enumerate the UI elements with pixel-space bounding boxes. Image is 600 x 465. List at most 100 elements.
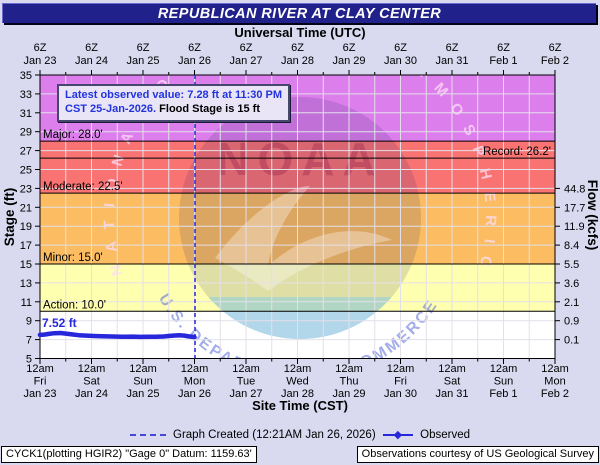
- observations-credit-footer: Observations courtesy of US Geological S…: [356, 446, 599, 463]
- stage-tick-label: 5: [26, 354, 32, 366]
- stage-tick-label: 19: [20, 221, 32, 233]
- threshold-label: Major: 28.0': [43, 129, 103, 141]
- top-hour-label: 6Z: [188, 42, 201, 54]
- stage-tick-label: 33: [20, 89, 32, 101]
- top-hour-label: 6Z: [343, 42, 356, 54]
- site-time-axis-title: Site Time (CST): [252, 398, 348, 413]
- bottom-hour-label: 12am: [78, 363, 106, 375]
- bottom-day-label: Mon: [544, 376, 565, 388]
- top-date-label: Jan 24: [75, 55, 108, 67]
- top-hour-label: 6Z: [549, 42, 562, 54]
- stage-tick-label: 25: [20, 165, 32, 177]
- bottom-day-label: Wed: [286, 376, 308, 388]
- top-date-label: Jan 30: [384, 55, 417, 67]
- threshold-label: Action: 10.0': [43, 299, 106, 311]
- observed-marker-sample: ◆: [382, 430, 414, 441]
- top-hour-label: 6Z: [497, 42, 510, 54]
- top-date-label: Jan 23: [23, 55, 56, 67]
- stage-tick-label: 13: [20, 278, 32, 290]
- stage-tick-label: 9: [26, 316, 32, 328]
- graph-created-line-sample: [130, 434, 166, 436]
- top-date-label: Feb 1: [489, 55, 517, 67]
- station-title-bar: REPUBLICAN RIVER AT CLAY CENTER: [2, 3, 596, 23]
- flow-tick-label: 2.1: [564, 297, 579, 309]
- bottom-day-label: Sat: [83, 376, 100, 388]
- bottom-hour-label: 12am: [129, 363, 157, 375]
- bottom-day-label: Sun: [133, 376, 153, 388]
- observed-line: [37, 330, 197, 340]
- bottom-date-label: Jan 30: [384, 388, 417, 400]
- top-date-label: Jan 26: [178, 55, 211, 67]
- flow-tick-label: 8.4: [564, 240, 579, 252]
- flow-axis-title: Flow (kcfs): [585, 180, 600, 251]
- top-date-label: Feb 2: [541, 55, 569, 67]
- stage-tick-label: 21: [20, 202, 32, 214]
- flow-tick-label: 11.9: [564, 221, 585, 233]
- flood-threshold-labels: Major: 28.0' Record: 26.2' Moderate: 22.5'…: [43, 129, 551, 311]
- axis-ticks: [35, 70, 560, 364]
- stage-tick-label: 7: [26, 335, 32, 347]
- stage-tick-label: 31: [20, 108, 32, 120]
- annotation-line2-blue: CST 25-Jan-2026.: [65, 103, 157, 116]
- flow-tick-label: 17.7: [564, 202, 585, 214]
- top-hour-label: 6Z: [34, 42, 47, 54]
- stage-tick-label: 27: [20, 146, 32, 158]
- bottom-hour-label: 12am: [387, 363, 415, 375]
- bottom-hour-label: 12am: [181, 363, 209, 375]
- annotation-line2-black: Flood Stage is 15 ft: [156, 103, 261, 116]
- threshold-label: Minor: 15.0': [43, 252, 103, 264]
- bottom-hour-label: 12am: [232, 363, 260, 375]
- bottom-day-label: Thu: [340, 376, 359, 388]
- top-date-label: Jan 25: [126, 55, 159, 67]
- bottom-hour-label: 12am: [438, 363, 466, 375]
- stage-tick-label: 17: [20, 240, 32, 252]
- threshold-label: Moderate: 22.5': [43, 181, 123, 193]
- annotation-line1: Latest observed value: 7.28 ft at 11:30 …: [65, 89, 283, 101]
- bottom-date-label: Jan 23: [23, 388, 56, 400]
- legend: Graph Created (12:21AM Jan 26, 2026) ◆ O…: [0, 429, 600, 441]
- station-title: REPUBLICAN RIVER AT CLAY CENTER: [157, 5, 442, 22]
- flow-tick-label: 44.8: [564, 183, 585, 195]
- bottom-date-label: Feb 2: [541, 388, 569, 400]
- threshold-label: Record: 26.2': [483, 146, 551, 158]
- bottom-day-label: Fri: [394, 376, 407, 388]
- top-date-label: Jan 28: [281, 55, 314, 67]
- stage-axis-title: Stage (ft): [2, 188, 17, 247]
- bottom-hour-label: 12am: [541, 363, 569, 375]
- graph-created-legend-label: Graph Created (12:21AM Jan 26, 2026): [173, 429, 376, 441]
- stage-tick-label: 29: [20, 127, 32, 139]
- flow-tick-label: 5.5: [564, 259, 579, 271]
- top-date-label: Jan 27: [229, 55, 262, 67]
- bottom-hour-label: 12am: [490, 363, 518, 375]
- flow-tick-label: 3.6: [564, 278, 579, 290]
- top-date-label: Jan 29: [332, 55, 365, 67]
- top-hour-label: 6Z: [291, 42, 304, 54]
- bottom-date-label: Feb 1: [489, 388, 517, 400]
- bottom-date-label: Jan 25: [126, 388, 159, 400]
- bottom-day-label: Fri: [34, 376, 47, 388]
- top-hour-label: 6Z: [446, 42, 459, 54]
- top-hour-label: 6Z: [394, 42, 407, 54]
- bottom-hour-label: 12am: [26, 363, 54, 375]
- stage-tick-label: 11: [21, 297, 32, 309]
- bottom-date-label: Jan 24: [75, 388, 108, 400]
- bottom-date-label: Jan 31: [435, 388, 468, 400]
- latest-observed-annotation: Latest observed value: 7.28 ft at 11:30 …: [57, 84, 291, 122]
- observed-start-value-label: 7.52 ft: [42, 316, 77, 330]
- flow-tick-label: 0.9: [564, 316, 579, 328]
- stage-tick-label: 35: [20, 70, 32, 82]
- bottom-date-label: Jan 27: [229, 388, 262, 400]
- bottom-date-label: Jan 29: [332, 388, 365, 400]
- top-hour-label: 6Z: [240, 42, 253, 54]
- flood-threshold-lines: [40, 140, 555, 312]
- observed-legend-label: Observed: [420, 429, 470, 441]
- stage-tick-label: 15: [20, 259, 32, 271]
- bottom-day-label: Mon: [184, 376, 205, 388]
- bottom-date-label: Jan 28: [281, 388, 314, 400]
- top-date-label: Jan 31: [435, 55, 468, 67]
- bottom-day-label: Sat: [444, 376, 461, 388]
- gage-datum-footer: CYCK1(plotting HGIR2) "Gage 0" Datum: 11…: [1, 446, 257, 463]
